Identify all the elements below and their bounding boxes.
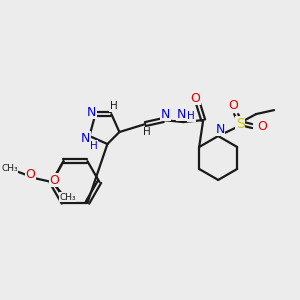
- Text: O: O: [257, 120, 267, 133]
- Text: CH₃: CH₃: [1, 164, 18, 173]
- Text: H: H: [143, 127, 151, 137]
- Text: O: O: [228, 99, 238, 112]
- Text: N: N: [177, 108, 186, 121]
- Text: H: H: [110, 101, 117, 111]
- Text: H: H: [90, 141, 97, 151]
- Text: N: N: [81, 131, 90, 145]
- Text: O: O: [190, 92, 200, 105]
- Text: N: N: [215, 122, 225, 136]
- Text: O: O: [50, 174, 59, 187]
- Text: H: H: [188, 111, 195, 121]
- Text: CH₃: CH₃: [59, 193, 76, 202]
- Text: S: S: [236, 117, 244, 131]
- Text: O: O: [26, 168, 35, 182]
- Text: N: N: [87, 106, 96, 118]
- Text: N: N: [160, 108, 170, 121]
